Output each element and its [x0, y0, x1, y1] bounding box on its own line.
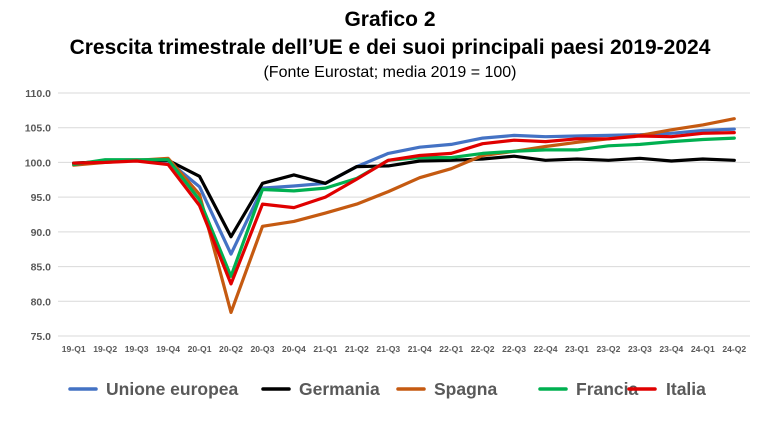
- y-tick-label: 95.0: [31, 192, 52, 204]
- y-tick-label: 100.0: [25, 157, 51, 169]
- x-tick-label: 22-Q2: [471, 344, 495, 354]
- x-tick-label: 24-Q1: [691, 344, 715, 354]
- y-tick-label: 105.0: [25, 123, 51, 135]
- x-tick-label: 21-Q1: [313, 344, 337, 354]
- x-tick-label: 19-Q4: [156, 344, 180, 354]
- x-tick-label: 20-Q2: [219, 344, 243, 354]
- x-tick-label: 22-Q1: [439, 344, 463, 354]
- x-tick-label: 21-Q3: [376, 344, 400, 354]
- x-tick-label: 19-Q2: [93, 344, 117, 354]
- series-line-4: [72, 131, 736, 286]
- x-tick-label: 22-Q4: [534, 344, 558, 354]
- x-tick-label: 20-Q3: [251, 344, 275, 354]
- x-tick-label: 23-Q1: [565, 344, 589, 354]
- chart-title: Grafico 2: [344, 8, 436, 31]
- chart-subtitle: (Fonte Eurostat; media 2019 = 100): [263, 64, 517, 81]
- x-tick-label: 23-Q4: [659, 344, 683, 354]
- series-line-2: [72, 117, 736, 314]
- x-tick-label: 21-Q4: [408, 344, 432, 354]
- x-tick-label: 22-Q3: [502, 344, 526, 354]
- y-tick-label: 80.0: [31, 296, 52, 308]
- y-tick-label: 75.0: [31, 331, 52, 343]
- y-tick-label: 90.0: [31, 227, 52, 239]
- x-tick-label: 20-Q1: [188, 344, 212, 354]
- x-tick-label: 23-Q2: [597, 344, 621, 354]
- x-tick-label: 23-Q3: [628, 344, 652, 354]
- legend-label: Francia: [576, 379, 639, 399]
- x-tick-label: 20-Q4: [282, 344, 306, 354]
- x-tick-label: 19-Q1: [62, 344, 86, 354]
- y-tick-label: 110.0: [25, 88, 51, 100]
- legend-label: Germania: [299, 379, 380, 399]
- legend-label: Unione europea: [106, 379, 239, 399]
- legend-label: Italia: [666, 379, 706, 399]
- legend-label: Spagna: [434, 379, 497, 399]
- series-line-0: [72, 127, 736, 256]
- x-tick-label: 24-Q2: [722, 344, 746, 354]
- y-tick-label: 85.0: [31, 262, 52, 274]
- x-tick-label: 19-Q3: [125, 344, 149, 354]
- chart-title-main: Crescita trimestrale dell’UE e dei suoi …: [69, 36, 711, 59]
- x-tick-label: 21-Q2: [345, 344, 369, 354]
- series-line-1: [72, 154, 736, 239]
